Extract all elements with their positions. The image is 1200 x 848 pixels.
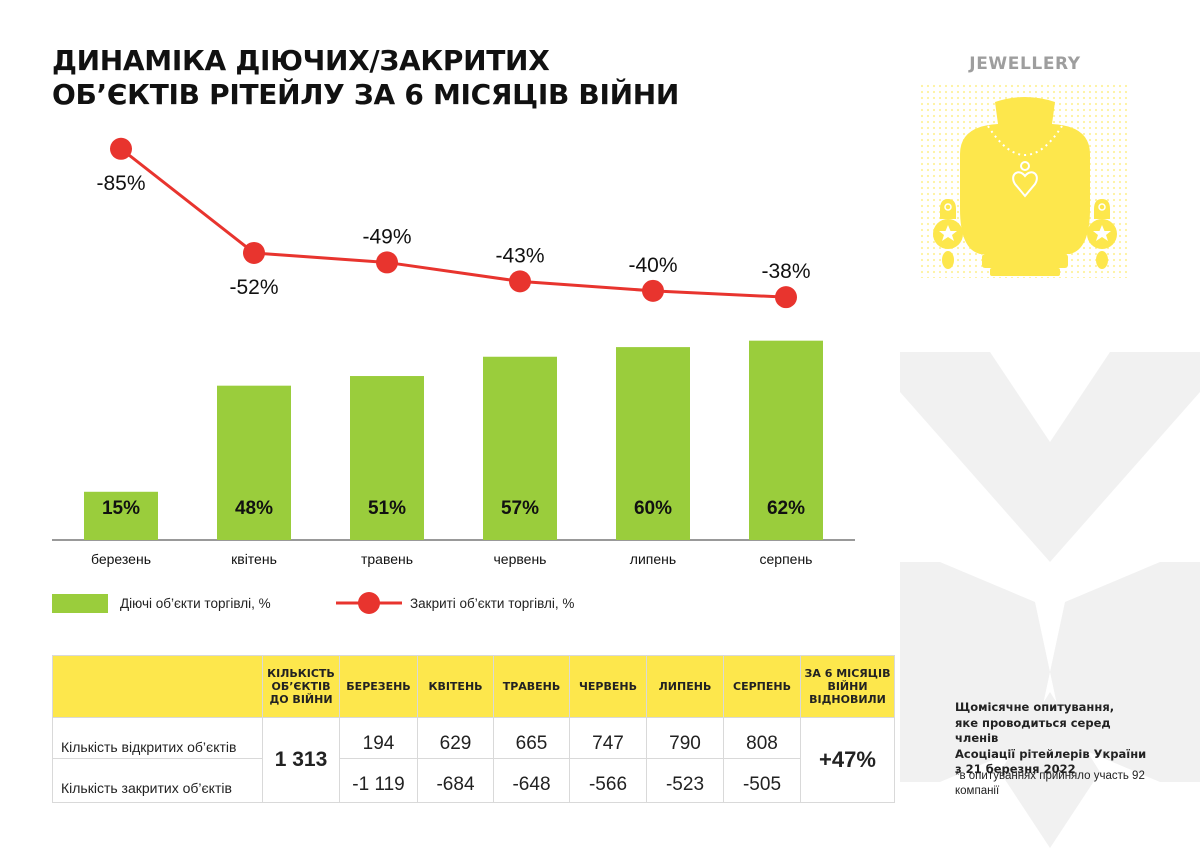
bar-value-label: 57% xyxy=(501,498,539,519)
source-line: Щомісячне опитування, xyxy=(955,700,1115,714)
bar-червень xyxy=(483,356,557,540)
line-value-label: -38% xyxy=(761,260,810,283)
category-label: JEWELLERY xyxy=(969,54,1081,74)
bar-value-label: 51% xyxy=(368,498,406,519)
prewar-value: 1 313 xyxy=(262,717,340,803)
header-total: ЗА 6 МІСЯЦІВ ВІЙНИ ВІДНОВИЛИ xyxy=(800,655,895,718)
table-cell: 790 xyxy=(646,717,724,759)
header-month: ТРАВЕНЬ xyxy=(493,655,570,718)
total-value: +47% xyxy=(800,717,895,803)
table-cell: -566 xyxy=(569,758,647,803)
jewellery-bust-icon xyxy=(920,84,1130,278)
legend-bar-label: Діючі об’єкти торгівлі, % xyxy=(120,595,271,611)
x-tick-label: червень xyxy=(494,551,547,567)
bar-серпень xyxy=(749,340,823,540)
closed-point-липень xyxy=(642,279,664,302)
table-cell: 665 xyxy=(493,717,570,759)
header-month: КВІТЕНЬ xyxy=(417,655,494,718)
legend-active: Діючі об’єкти торгівлі, % xyxy=(52,590,271,616)
line-value-label: -52% xyxy=(229,276,278,299)
header-month: СЕРПЕНЬ xyxy=(723,655,801,718)
survey-note: *в опитуваннях прийняло участь 92 компан… xyxy=(955,770,1145,797)
legend-bar-swatch xyxy=(52,593,108,613)
table-cell: -648 xyxy=(493,758,570,803)
table-row: Кількість відкритих об’єктів 1 313 194 6… xyxy=(52,717,895,803)
table-cell: 194 xyxy=(339,717,418,759)
bar-value-label: 62% xyxy=(767,498,805,519)
table-row: Кількість закритих об’єктів -1 119 -684 … xyxy=(52,758,895,803)
table-cell: -1 119 xyxy=(339,758,418,803)
x-tick-label: березень xyxy=(91,551,151,567)
table-cell: -505 xyxy=(723,758,801,803)
bar-value-label: 48% xyxy=(235,498,273,519)
background-ornament xyxy=(900,352,1200,848)
table-cell: 808 xyxy=(723,717,801,759)
x-tick-label: квітень xyxy=(231,551,277,567)
closed-point-серпень xyxy=(775,286,797,309)
combo-chart: 15% 48% 51% 57% 60% 62% березень квітень травен… xyxy=(52,137,855,567)
source-line: Асоціації рітейлерів України xyxy=(955,746,1147,761)
closed-point-квітень xyxy=(243,241,265,264)
header-month: БЕРЕЗЕНЬ xyxy=(339,655,418,718)
row-label-closed: Кількість закритих об’єктів xyxy=(52,758,263,803)
table-cell: -523 xyxy=(646,758,724,803)
bar-квітень xyxy=(217,385,291,540)
summary-table: КІЛЬКІСТЬ ОБ’ЄКТІВ ДО ВІЙНИ БЕРЕЗЕНЬ КВІ… xyxy=(52,655,895,803)
row-label-open: Кількість відкритих об’єктів xyxy=(52,717,263,759)
x-tick-label: травень xyxy=(361,551,413,567)
legend-line-swatch xyxy=(336,592,402,614)
legend-closed: Закриті об’єкти торгівлі, % xyxy=(336,590,574,616)
table-cell: 629 xyxy=(417,717,494,759)
bar-value-label: 15% xyxy=(102,498,140,519)
line-value-label: -43% xyxy=(495,244,544,267)
x-tick-label: серпень xyxy=(760,551,813,567)
source-line: з 21 березня 2022 xyxy=(955,762,1076,776)
closed-point-травень xyxy=(376,251,398,274)
closed-point-березень xyxy=(110,137,132,160)
bar-травень xyxy=(350,376,424,540)
closed-point-червень xyxy=(509,270,531,293)
title-line-1: ДИНАМІКА ДІЮЧИХ/ЗАКРИТИХ xyxy=(52,44,550,77)
line-value-label: -85% xyxy=(96,172,145,195)
source-line: яке проводиться серед членів xyxy=(955,715,1111,746)
bar-липень xyxy=(616,347,690,540)
survey-source: Щомісячне опитування, яке проводиться се… xyxy=(955,700,1155,778)
bar-value-label: 60% xyxy=(634,498,672,519)
header-month: ЛИПЕНЬ xyxy=(646,655,724,718)
closed-series-line xyxy=(120,147,787,299)
table-cell: 747 xyxy=(569,717,647,759)
header-month: ЧЕРВЕНЬ xyxy=(569,655,647,718)
legend-line-label: Закриті об’єкти торгівлі, % xyxy=(410,595,575,611)
table-header-row: КІЛЬКІСТЬ ОБ’ЄКТІВ ДО ВІЙНИ БЕРЕЗЕНЬ КВІ… xyxy=(52,655,895,718)
page-title: ДИНАМІКА ДІЮЧИХ/ЗАКРИТИХ ОБ’ЄКТІВ РІТЕЙЛ… xyxy=(52,44,679,112)
title-line-2: ОБ’ЄКТІВ РІТЕЙЛУ ЗА 6 МІСЯЦІВ ВІЙНИ xyxy=(52,78,679,111)
x-tick-label: липень xyxy=(630,551,676,567)
table-cell: -684 xyxy=(417,758,494,803)
header-empty xyxy=(52,655,263,718)
header-prewar: КІЛЬКІСТЬ ОБ’ЄКТІВ ДО ВІЙНИ xyxy=(262,655,340,718)
line-value-label: -49% xyxy=(362,225,411,248)
line-value-label: -40% xyxy=(628,254,677,277)
bar-березень xyxy=(84,491,158,540)
